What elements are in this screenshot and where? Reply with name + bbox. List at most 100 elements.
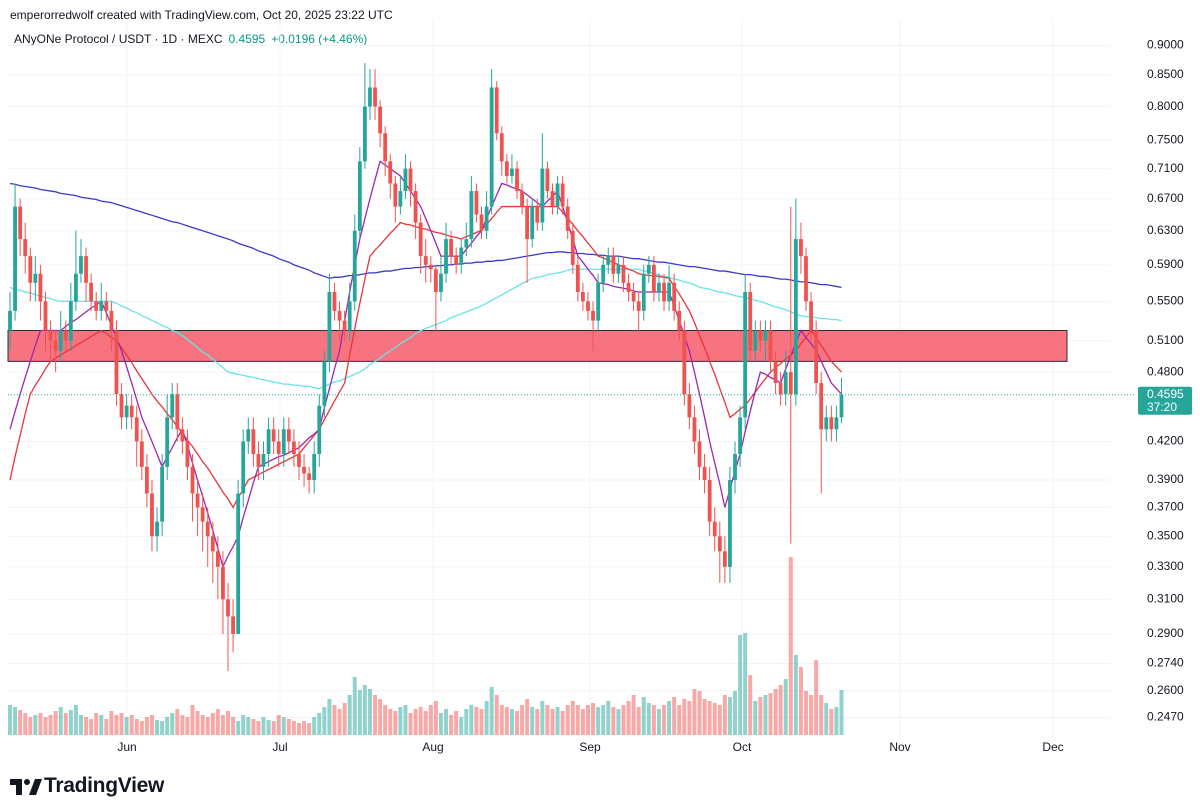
y-tick-label: 0.4200: [1147, 434, 1184, 448]
candle-body: [439, 273, 443, 292]
x-tick-label: Jul: [272, 740, 287, 754]
volume-bar: [231, 717, 236, 735]
volume-bar: [205, 717, 210, 735]
candle-body: [596, 282, 601, 321]
candle-body: [68, 301, 73, 341]
candle-body: [84, 256, 88, 283]
volume-bar: [124, 717, 129, 735]
volume-bar: [155, 720, 160, 735]
candle-body: [702, 466, 707, 481]
volume-bar: [327, 699, 332, 735]
volume-bar: [469, 705, 474, 735]
candle-body: [819, 383, 824, 430]
candle-body: [540, 168, 545, 223]
candle-body: [636, 301, 641, 311]
candle-body: [327, 291, 332, 362]
logo-mark: [24, 779, 30, 785]
volume-bar: [160, 721, 165, 735]
candle-body: [667, 282, 671, 302]
volume-bar: [464, 709, 469, 735]
candle-body: [48, 330, 53, 341]
volume-bar: [738, 635, 743, 735]
logo: [10, 779, 42, 795]
volume-bar: [454, 711, 459, 735]
volume-bar: [165, 717, 170, 735]
volume-bar: [388, 709, 393, 735]
candle-body: [839, 394, 844, 418]
candle-body: [510, 168, 514, 176]
volume-bar: [180, 715, 185, 735]
zone: [7, 329, 1068, 362]
volume-bar: [256, 721, 261, 735]
candle-body: [160, 466, 164, 522]
y-tick-label: 0.3100: [1147, 592, 1184, 606]
volume-bar: [317, 713, 322, 735]
candle-body: [337, 310, 342, 321]
candle-body: [535, 206, 540, 223]
volume-bar: [241, 715, 246, 735]
candle-body: [783, 372, 788, 395]
y-tick-label: 0.5900: [1147, 257, 1184, 271]
volume-bar: [78, 715, 83, 735]
candle-body: [707, 480, 712, 522]
volume-bar: [149, 715, 154, 735]
volume-bar: [362, 685, 367, 735]
candle-body: [368, 87, 372, 107]
candle-body: [560, 183, 565, 207]
volume-bar: [28, 717, 33, 735]
volume-bar: [119, 713, 124, 735]
volume-bar: [773, 689, 778, 735]
volume-bar: [307, 723, 312, 735]
volume-bar: [707, 701, 712, 735]
volume-bar: [170, 713, 175, 735]
candle-body: [479, 214, 484, 231]
volume: [8, 557, 844, 735]
volume-bar: [819, 695, 824, 735]
candle-body: [373, 87, 377, 107]
last-price: 0.4595: [228, 32, 266, 46]
volume-bar: [585, 705, 590, 735]
y-tick-label: 0.4800: [1147, 364, 1184, 378]
candle-body: [575, 264, 580, 292]
volume-bar: [38, 713, 43, 735]
candle-body: [591, 310, 595, 321]
price-label-box: [1138, 386, 1192, 415]
volume-bar: [428, 705, 433, 735]
candle-body: [657, 282, 661, 292]
candle-body: [388, 161, 393, 184]
volume-bar: [195, 711, 200, 735]
candle-body: [581, 291, 585, 302]
attribution: emperorredwolf created with TradingView.…: [10, 8, 393, 22]
volume-bar: [200, 715, 205, 735]
volume-bar: [515, 711, 519, 735]
volume-bar: [63, 713, 68, 735]
volume-bar: [302, 721, 307, 735]
volume-bar: [296, 723, 301, 735]
volume-bar: [251, 719, 256, 735]
candle-body: [753, 330, 758, 351]
candle-body: [155, 521, 159, 537]
volume-bar: [18, 710, 23, 735]
candle-body: [266, 429, 271, 455]
candle-body: [758, 330, 763, 341]
volume-bar: [332, 705, 337, 735]
logo-mark: [29, 779, 42, 795]
volume-bar: [535, 709, 540, 735]
volume-bar: [357, 690, 362, 735]
volume-bar: [459, 717, 464, 735]
candle-body: [276, 441, 281, 455]
volume-bar: [413, 709, 418, 735]
volume-bar: [520, 705, 525, 735]
volume-bar: [611, 707, 616, 735]
candle-body: [241, 441, 246, 494]
volume-bar: [727, 697, 732, 735]
volume-bar: [580, 709, 585, 735]
volume-bar: [768, 693, 773, 735]
candle-body: [246, 429, 251, 442]
candle-body: [474, 191, 479, 215]
candle-body: [464, 239, 469, 248]
volume-bar: [190, 705, 195, 735]
candle-body: [433, 269, 438, 292]
volume-bar: [489, 687, 494, 735]
volume-bar: [261, 717, 266, 735]
